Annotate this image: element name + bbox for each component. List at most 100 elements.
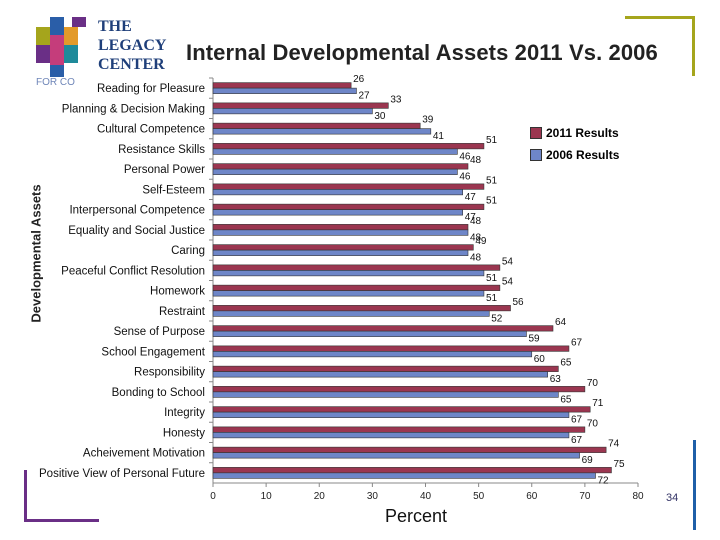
bar-2011 <box>212 122 421 129</box>
category-label: Acheivement Motivation <box>83 448 205 460</box>
category-label: Reading for Pleasure <box>97 83 205 95</box>
bar-2006 <box>212 351 533 358</box>
data-label-2006: 47 <box>465 192 477 203</box>
frame-bottom-left-horizontal <box>24 519 99 522</box>
data-label-2006: 46 <box>459 172 471 183</box>
bar-2006 <box>212 411 570 418</box>
bar-2006 <box>212 209 463 216</box>
data-label-2006: 52 <box>491 313 503 324</box>
category-label: Planning & Decision Making <box>62 103 205 115</box>
bar-2006 <box>212 290 485 297</box>
frame-top-right-horizontal <box>625 16 695 19</box>
category-label: Cultural Competence <box>97 124 205 136</box>
bar-2011 <box>212 264 501 271</box>
data-label-2006: 69 <box>582 455 594 466</box>
logo-text-for: FOR CO <box>36 77 75 88</box>
bar-2011 <box>212 284 501 291</box>
category-label: School Engagement <box>101 346 205 358</box>
bar-2011 <box>212 386 586 393</box>
data-label-2011: 75 <box>613 459 625 470</box>
data-label-2006: 51 <box>486 273 498 284</box>
x-tick-label: 50 <box>473 491 485 502</box>
bar-2011 <box>212 224 469 231</box>
data-label-2006: 59 <box>528 334 540 345</box>
data-label-2011: 67 <box>571 337 583 348</box>
bar-2011 <box>212 467 612 474</box>
y-axis-label: Developmental Assets <box>28 184 44 323</box>
data-label-2006: 41 <box>433 131 445 142</box>
category-label: Sense of Purpose <box>114 326 205 338</box>
data-label-2006: 46 <box>459 151 471 162</box>
data-label-2011: 54 <box>502 277 514 288</box>
legend-swatch-2006 <box>530 149 542 161</box>
data-label-2006: 30 <box>374 111 386 122</box>
bar-2006 <box>212 472 596 479</box>
category-label: Equality and Social Justice <box>68 225 205 237</box>
data-label-2011: 48 <box>470 155 482 166</box>
bar-2011 <box>212 426 586 433</box>
x-tick-label: 60 <box>526 491 538 502</box>
legend-item-2006: 2006 Results <box>530 144 619 166</box>
data-label-2006: 48 <box>470 232 482 243</box>
x-tick-label: 0 <box>210 491 216 502</box>
data-label-2006: 67 <box>571 435 583 446</box>
page-number: 34 <box>666 492 679 504</box>
bar-2006 <box>212 87 357 94</box>
data-label-2011: 71 <box>592 398 604 409</box>
data-label-2011: 64 <box>555 317 567 328</box>
data-label-2011: 51 <box>486 175 498 186</box>
category-label: Bonding to School <box>112 387 205 399</box>
category-label: Positive View of Personal Future <box>39 468 205 480</box>
chart-title: Internal Developmental Assets 2011 Vs. 2… <box>186 40 658 65</box>
data-label-2006: 47 <box>465 212 477 223</box>
bar-2006 <box>212 310 490 317</box>
bar-2011 <box>212 203 485 210</box>
data-label-2011: 56 <box>513 297 525 308</box>
category-label: Homework <box>150 286 205 298</box>
frame-bottom-left-vertical <box>24 470 27 522</box>
bar-2006 <box>212 371 548 378</box>
data-label-2006: 72 <box>598 475 610 486</box>
logo-text-the: THE <box>98 18 132 35</box>
legend-label-2011: 2011 Results <box>546 126 619 140</box>
x-tick-label: 30 <box>367 491 379 502</box>
bar-2011 <box>212 163 469 170</box>
legacy-cross-icon <box>36 17 86 77</box>
category-label: Integrity <box>164 407 205 419</box>
data-label-2006: 60 <box>534 354 546 365</box>
data-label-2006: 67 <box>571 415 583 426</box>
bar-2011 <box>212 325 554 332</box>
logo-text-legacy: LEGACY <box>98 37 167 54</box>
bar-2011 <box>212 446 607 453</box>
data-label-2011: 33 <box>390 94 402 105</box>
data-label-2011: 65 <box>560 358 572 369</box>
category-label: Personal Power <box>124 164 205 176</box>
bar-2006 <box>212 391 559 398</box>
data-label-2011: 70 <box>587 418 599 429</box>
legend-label-2006: 2006 Results <box>546 148 620 162</box>
bar-2011 <box>212 82 352 89</box>
bar-2011 <box>212 365 559 372</box>
bar-2006 <box>212 330 527 337</box>
data-label-2006: 65 <box>560 394 572 405</box>
data-label-2011: 39 <box>422 115 434 126</box>
x-axis-label: Percent <box>385 506 448 526</box>
bar-2011 <box>212 102 389 109</box>
bar-2006 <box>212 148 458 155</box>
bar-2006 <box>212 168 458 175</box>
bar-2006 <box>212 270 485 277</box>
legend-item-2011: 2011 Results <box>530 122 619 144</box>
data-label-2006: 27 <box>358 91 370 102</box>
category-label: Interpersonal Competence <box>69 205 205 217</box>
legend-swatch-2011 <box>530 127 542 139</box>
data-label-2011: 26 <box>353 74 365 85</box>
data-label-2011: 74 <box>608 439 620 450</box>
legacy-center-logo: THE LEGACY CENTER FOR CO <box>32 15 192 95</box>
bar-2011 <box>212 305 511 312</box>
bar-2006 <box>212 108 373 115</box>
category-label: Responsibility <box>134 367 205 379</box>
data-label-2006: 48 <box>470 253 482 264</box>
data-label-2006: 63 <box>550 374 562 385</box>
data-label-2011: 49 <box>475 236 487 247</box>
data-label-2011: 48 <box>470 216 482 227</box>
